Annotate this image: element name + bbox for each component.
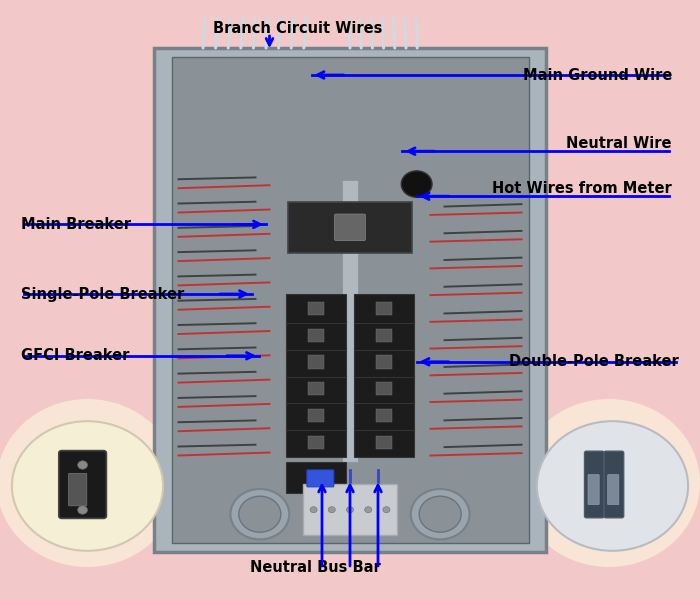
Circle shape [419, 496, 461, 532]
Circle shape [328, 506, 335, 512]
FancyBboxPatch shape [342, 179, 358, 461]
FancyBboxPatch shape [354, 321, 414, 350]
FancyBboxPatch shape [286, 347, 346, 377]
FancyBboxPatch shape [308, 302, 325, 315]
FancyBboxPatch shape [303, 484, 397, 535]
FancyBboxPatch shape [375, 409, 392, 422]
FancyBboxPatch shape [59, 451, 106, 518]
Text: Neutral Bus Bar: Neutral Bus Bar [250, 560, 380, 575]
FancyBboxPatch shape [308, 409, 325, 422]
Circle shape [78, 506, 88, 514]
Text: Double-Pole Breaker: Double-Pole Breaker [510, 354, 679, 369]
Ellipse shape [518, 399, 700, 567]
FancyBboxPatch shape [286, 428, 346, 457]
FancyBboxPatch shape [375, 436, 392, 449]
FancyBboxPatch shape [354, 374, 414, 403]
FancyBboxPatch shape [608, 475, 619, 505]
FancyBboxPatch shape [354, 347, 414, 377]
Circle shape [411, 489, 470, 539]
Circle shape [310, 506, 317, 512]
FancyBboxPatch shape [308, 355, 325, 369]
Circle shape [383, 506, 390, 512]
Text: Single-Pole Breaker: Single-Pole Breaker [21, 286, 184, 301]
FancyBboxPatch shape [604, 451, 624, 518]
Circle shape [401, 171, 432, 197]
Circle shape [78, 461, 88, 469]
FancyBboxPatch shape [308, 382, 325, 395]
FancyBboxPatch shape [354, 401, 414, 430]
FancyBboxPatch shape [588, 475, 599, 505]
Circle shape [365, 506, 372, 512]
FancyBboxPatch shape [354, 428, 414, 457]
Circle shape [230, 489, 289, 539]
FancyBboxPatch shape [286, 462, 346, 493]
FancyBboxPatch shape [375, 382, 392, 395]
FancyBboxPatch shape [308, 436, 325, 449]
FancyBboxPatch shape [308, 329, 325, 342]
Ellipse shape [0, 399, 178, 567]
FancyBboxPatch shape [172, 57, 528, 543]
FancyBboxPatch shape [288, 202, 412, 253]
Text: Branch Circuit Wires: Branch Circuit Wires [213, 21, 382, 36]
Circle shape [346, 506, 354, 512]
FancyBboxPatch shape [69, 473, 87, 506]
Text: GFCI Breaker: GFCI Breaker [21, 348, 130, 363]
FancyBboxPatch shape [375, 329, 392, 342]
FancyBboxPatch shape [354, 294, 414, 323]
FancyBboxPatch shape [584, 451, 604, 518]
FancyBboxPatch shape [286, 294, 346, 323]
FancyBboxPatch shape [286, 401, 346, 430]
FancyBboxPatch shape [375, 302, 392, 315]
Text: Main Breaker: Main Breaker [21, 217, 131, 232]
Circle shape [537, 421, 688, 551]
FancyBboxPatch shape [286, 374, 346, 403]
FancyBboxPatch shape [286, 321, 346, 350]
Text: Hot Wires from Meter: Hot Wires from Meter [492, 181, 672, 196]
Text: Main Ground Wire: Main Ground Wire [523, 67, 672, 82]
FancyBboxPatch shape [335, 214, 365, 241]
Circle shape [239, 496, 281, 532]
Text: Neutral Wire: Neutral Wire [566, 136, 672, 151]
Circle shape [12, 421, 163, 551]
FancyBboxPatch shape [154, 48, 546, 552]
FancyBboxPatch shape [307, 470, 334, 487]
FancyBboxPatch shape [375, 355, 392, 369]
